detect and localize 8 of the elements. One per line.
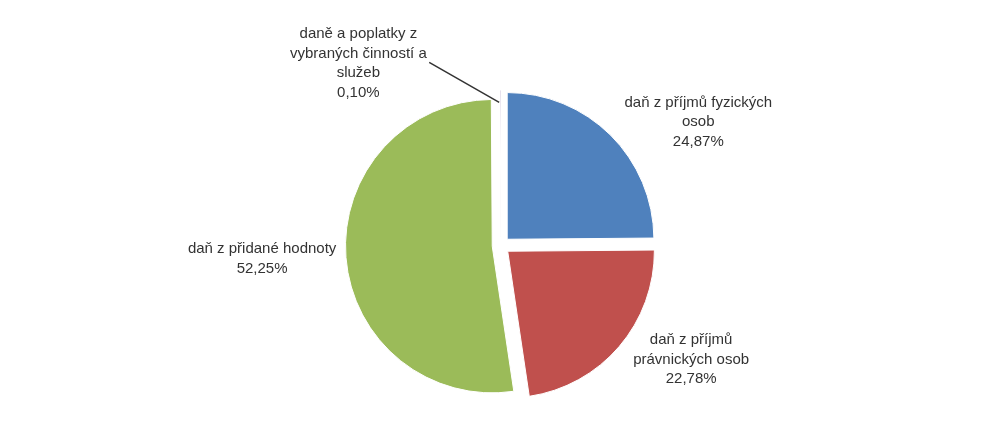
slice-label: daň z příjmů právnických osob: [633, 330, 750, 367]
slice-label: daně a poplatky z vybraných činností a služeb: [290, 24, 428, 80]
data-label: 0,10%: [337, 82, 380, 100]
slice-label: daň z příjmů fyzických osob: [624, 92, 773, 130]
data-label: 22,78%: [665, 369, 717, 387]
data-label: 52,25%: [236, 258, 288, 276]
slice-label: daň z přidané hodnoty: [187, 239, 337, 257]
data-label: 24,87%: [672, 131, 724, 149]
